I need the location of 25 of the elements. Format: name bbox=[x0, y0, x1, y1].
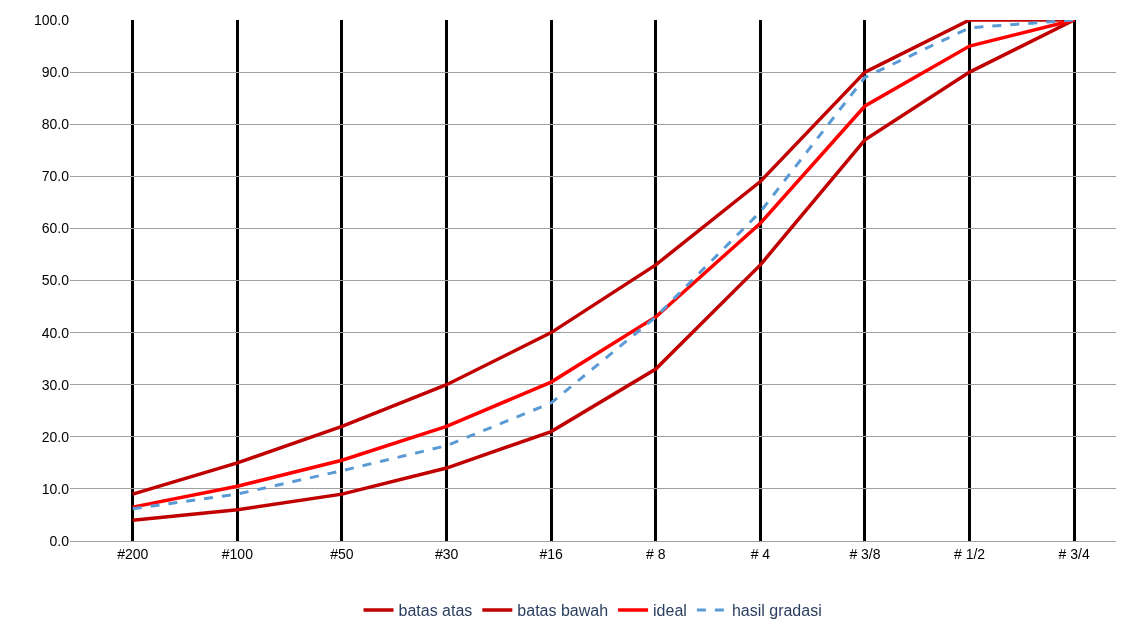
y-tick-label: 40.0 bbox=[41, 324, 70, 341]
x-tick-label: # 1/2 bbox=[953, 545, 986, 562]
x-tick-label: #50 bbox=[330, 545, 354, 562]
y-tick-label: 80.0 bbox=[41, 116, 70, 133]
x-tick-label: #100 bbox=[221, 545, 254, 562]
x-tick-label: # 3/8 bbox=[849, 545, 881, 562]
x-tick-label: #16 bbox=[539, 545, 564, 562]
y-tick-label: 0.0 bbox=[49, 532, 70, 549]
y-tick-label: 20.0 bbox=[41, 428, 70, 445]
y-tick-label: 30.0 bbox=[41, 376, 70, 393]
y-tick-label: 60.0 bbox=[41, 220, 70, 237]
x-tick-label: #30 bbox=[434, 545, 459, 562]
x-tick-label: #200 bbox=[117, 545, 149, 562]
y-tick-label: 10.0 bbox=[41, 480, 70, 497]
x-tick-label: # 3/4 bbox=[1058, 545, 1090, 562]
y-tick-label: 100.0 bbox=[33, 11, 70, 28]
legend-label: batas bawah bbox=[517, 602, 609, 620]
y-tick-label: 90.0 bbox=[41, 64, 70, 80]
x-tick-label: # 4 bbox=[750, 545, 771, 562]
x-tick-label: # 8 bbox=[646, 545, 666, 562]
y-tick-label: 70.0 bbox=[41, 168, 70, 185]
legend-label: batas atas bbox=[398, 602, 473, 620]
legend-label: ideal bbox=[653, 602, 687, 620]
legend-label: hasil gradasi bbox=[731, 602, 822, 620]
y-tick-label: 50.0 bbox=[41, 272, 70, 289]
